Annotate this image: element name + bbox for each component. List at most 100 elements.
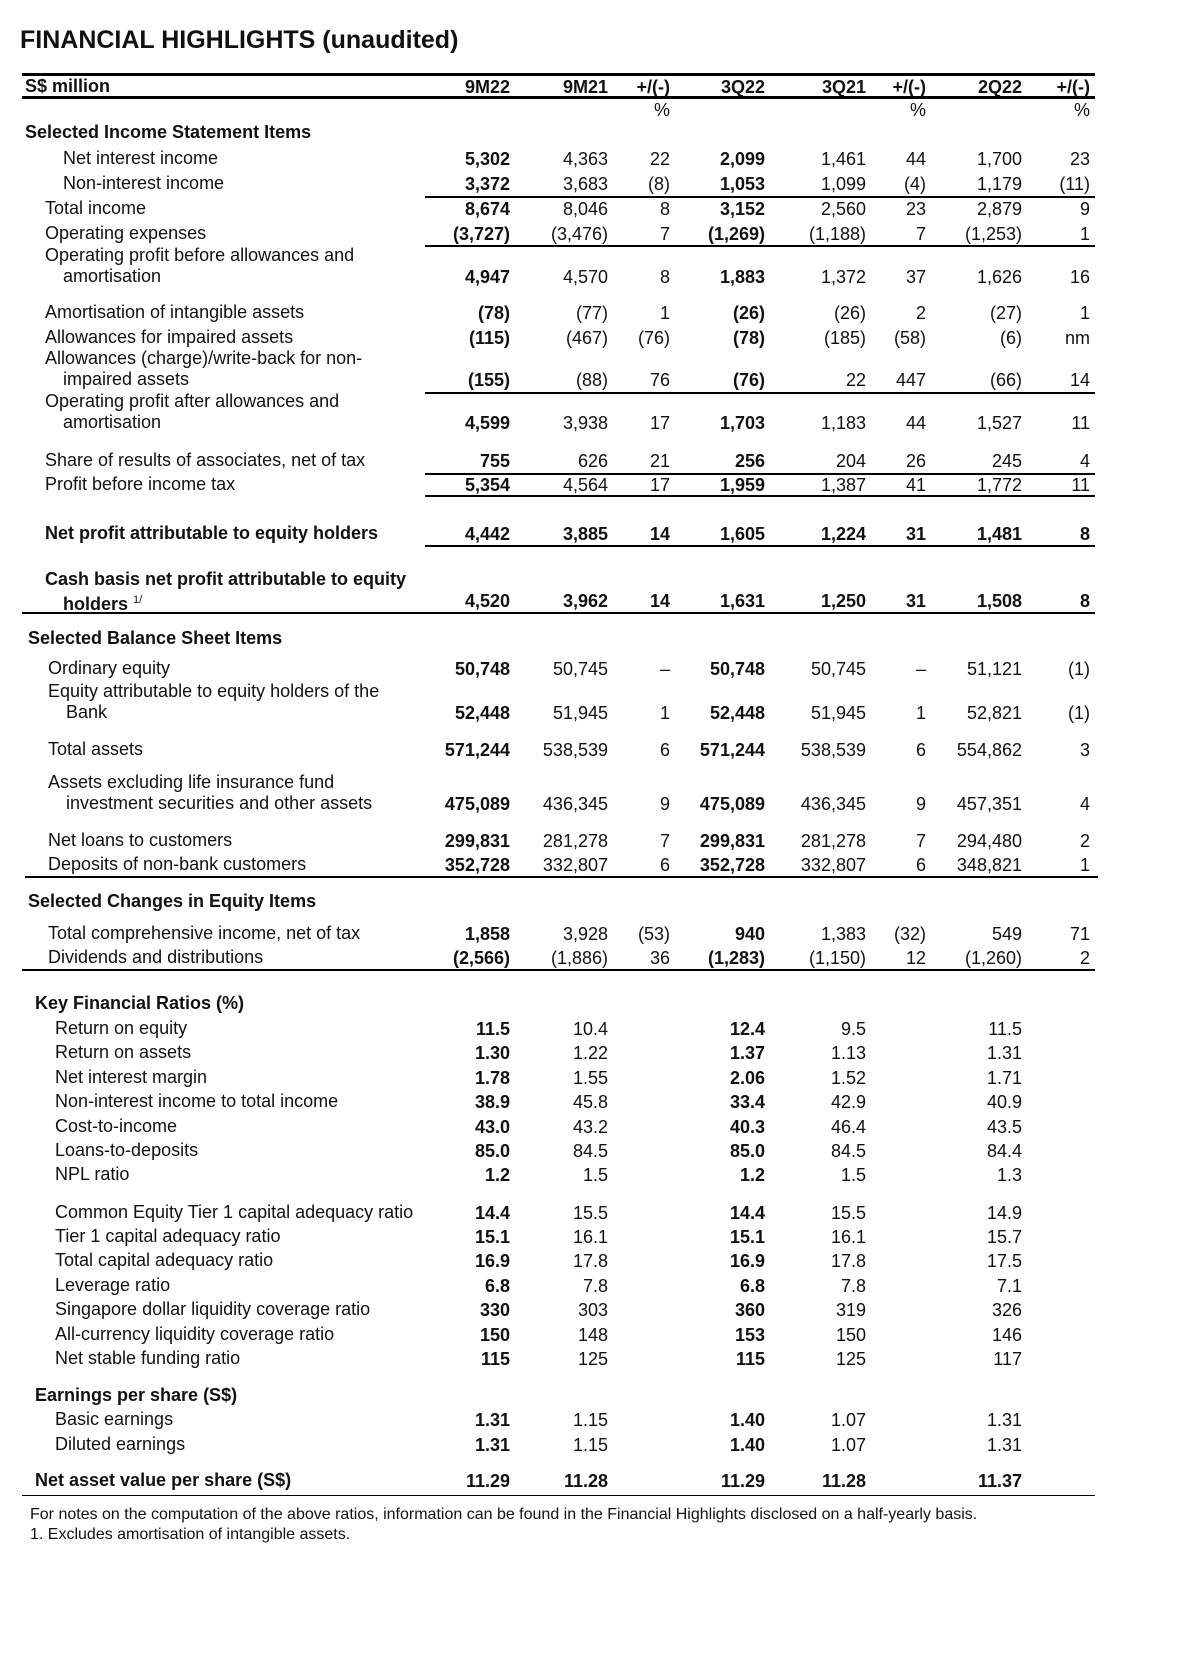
cell-value: (155) — [467, 370, 510, 390]
row-label: investment securities and other assets — [66, 793, 373, 813]
column-unit-percent: % — [909, 100, 926, 120]
cell-value: (467) — [565, 328, 608, 348]
cell-value: 71 — [1069, 924, 1090, 944]
cell-value: (1,269) — [707, 224, 765, 244]
cell-value: 1,527 — [976, 413, 1022, 433]
cell-value: 4 — [1079, 451, 1090, 471]
cell-value: 1,372 — [820, 267, 866, 287]
row-label: impaired assets — [63, 369, 190, 389]
cell-value: 11.29 — [465, 1471, 510, 1491]
cell-value: 1.5 — [840, 1165, 866, 1185]
cell-value: 16.1 — [572, 1227, 608, 1247]
row-label: Total assets — [48, 739, 144, 759]
cell-value: 7 — [915, 831, 926, 851]
cell-value: 4,363 — [562, 149, 608, 169]
row-label: amortisation — [63, 266, 162, 286]
cell-value: 153 — [734, 1325, 765, 1345]
cell-value: 256 — [734, 451, 765, 471]
cell-value: 1.40 — [729, 1410, 765, 1430]
cell-value: 7 — [659, 224, 670, 244]
section-title: Earnings per share (S$) — [35, 1385, 238, 1405]
cell-value: 11.29 — [720, 1471, 765, 1491]
cell-value: (78) — [732, 328, 765, 348]
cell-value: 146 — [991, 1325, 1022, 1345]
cell-value: 43.2 — [572, 1117, 608, 1137]
cell-value: 294,480 — [956, 831, 1022, 851]
cell-value: 319 — [835, 1300, 866, 1320]
cell-value: 626 — [577, 451, 608, 471]
cell-value: 11.28 — [821, 1471, 866, 1491]
cell-value: 42.9 — [830, 1092, 866, 1112]
row-label: NPL ratio — [55, 1164, 130, 1184]
cell-value: 1.31 — [986, 1043, 1022, 1063]
cell-value: 8 — [659, 267, 670, 287]
cell-value: (1,283) — [707, 948, 765, 968]
cell-value: (53) — [637, 924, 670, 944]
cell-value: 1,631 — [719, 591, 765, 611]
cell-value: (26) — [833, 303, 866, 323]
cell-value: 84.5 — [572, 1141, 608, 1161]
cell-value: 84.4 — [986, 1141, 1022, 1161]
row-label: Cost-to-income — [55, 1116, 178, 1136]
row-label: Net asset value per share (S$) — [35, 1470, 292, 1490]
cell-value: 281,278 — [542, 831, 608, 851]
cell-value: 1.5 — [582, 1165, 608, 1185]
cell-value: 2,099 — [719, 149, 765, 169]
cell-value: 115 — [480, 1349, 510, 1369]
cell-value: 1.15 — [572, 1410, 608, 1430]
row-label: All-currency liquidity coverage ratio — [55, 1324, 335, 1344]
column-header: 9M22 — [464, 77, 510, 97]
column-unit-percent: % — [653, 100, 670, 120]
row-label: Common Equity Tier 1 capital adequacy ra… — [55, 1202, 414, 1222]
cell-value: 11.5 — [475, 1019, 510, 1039]
row-label: Equity attributable to equity holders of… — [48, 681, 380, 701]
cell-value: 3,372 — [464, 174, 510, 194]
cell-value: – — [915, 659, 926, 679]
cell-value: 115 — [735, 1349, 765, 1369]
cell-value: (1) — [1068, 703, 1090, 723]
cell-value: (78) — [477, 303, 510, 323]
cell-value: 352,728 — [699, 855, 765, 875]
row-label: Deposits of non-bank customers — [48, 854, 307, 874]
cell-value: 299,831 — [699, 831, 765, 851]
cell-value: 204 — [835, 451, 866, 471]
cell-value: 11.28 — [563, 1471, 608, 1491]
cell-value: 44 — [905, 149, 926, 169]
row-label: Amortisation of intangible assets — [45, 302, 305, 322]
cell-value: 1 — [659, 303, 670, 323]
cell-value: 1.2 — [739, 1165, 765, 1185]
cell-value: 6 — [915, 740, 926, 760]
cell-value: 281,278 — [800, 831, 866, 851]
row-label: Return on assets — [55, 1042, 192, 1062]
cell-value: 571,244 — [444, 740, 510, 760]
cell-value: – — [659, 659, 670, 679]
cell-value: (4) — [904, 174, 926, 194]
cell-value: (58) — [893, 328, 926, 348]
row-label: Net interest income — [63, 148, 219, 168]
cell-value: 1.15 — [572, 1435, 608, 1455]
cell-value: 1 — [915, 703, 926, 723]
column-header: 3Q22 — [720, 77, 765, 97]
section-rule — [22, 969, 1095, 971]
cell-value: 15.1 — [474, 1227, 510, 1247]
cell-value: 549 — [991, 924, 1022, 944]
cell-value: 14 — [649, 591, 670, 611]
cell-value: 46.4 — [830, 1117, 866, 1137]
cell-value: 40.3 — [729, 1117, 765, 1137]
cell-value: 5,302 — [464, 149, 510, 169]
cell-value: 6 — [659, 740, 670, 760]
cell-value: (27) — [989, 303, 1022, 323]
cell-value: (1,150) — [808, 948, 866, 968]
cell-value: 3 — [1079, 740, 1090, 760]
cell-value: (32) — [893, 924, 926, 944]
section-title: Selected Balance Sheet Items — [28, 628, 283, 648]
cell-value: 15.5 — [572, 1203, 608, 1223]
subtotal-rule — [425, 495, 1095, 497]
cell-value: (76) — [637, 328, 670, 348]
cell-value: (76) — [732, 370, 765, 390]
cell-value: (1,253) — [964, 224, 1022, 244]
row-label: Net stable funding ratio — [55, 1348, 241, 1368]
cell-value: 38.9 — [474, 1092, 510, 1112]
cell-value: 6 — [659, 855, 670, 875]
cell-value: 12 — [905, 948, 926, 968]
